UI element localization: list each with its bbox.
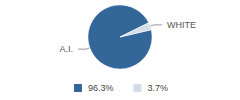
svg-text:3.7%: 3.7% xyxy=(148,83,169,93)
svg-text:WHITE: WHITE xyxy=(167,20,196,30)
svg-text:96.3%: 96.3% xyxy=(88,83,114,93)
svg-text:A.I.: A.I. xyxy=(60,44,74,54)
